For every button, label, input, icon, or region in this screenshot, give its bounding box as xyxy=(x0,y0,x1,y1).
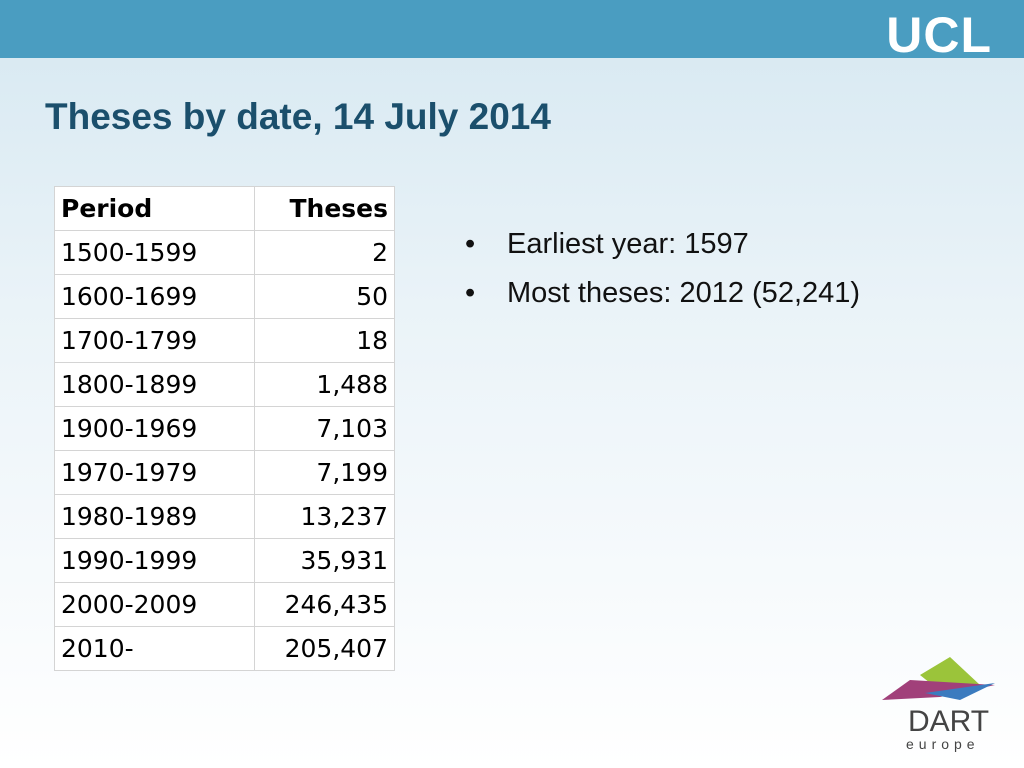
header-row: Period Theses xyxy=(54,186,395,231)
table-row: 1970-1979 7,199 xyxy=(54,450,395,495)
table-row: 1990-1999 35,931 xyxy=(54,538,395,583)
period-cell: 1800-1899 xyxy=(54,362,255,407)
period-cell: 1500-1599 xyxy=(54,230,255,275)
table-row: 1600-1699 50 xyxy=(54,274,395,319)
period-cell: 1990-1999 xyxy=(54,538,255,583)
logo-text: DART xyxy=(908,705,989,738)
period-cell: 2010- xyxy=(54,626,255,671)
theses-cell: 7,103 xyxy=(254,406,395,451)
table-row: 2000-2009 246,435 xyxy=(54,582,395,627)
table-row: 1980-1989 13,237 xyxy=(54,494,395,539)
table-row: 1800-1899 1,488 xyxy=(54,362,395,407)
column-header: Period xyxy=(54,186,255,231)
period-cell: 1900-1969 xyxy=(54,406,255,451)
period-cell: 1980-1989 xyxy=(54,494,255,539)
table-row: 1500-1599 2 xyxy=(54,230,395,275)
theses-cell: 246,435 xyxy=(254,582,395,627)
period-cell: 2000-2009 xyxy=(54,582,255,627)
column-header: Theses xyxy=(254,186,395,231)
logo: UCL xyxy=(886,7,992,63)
table-row: 1700-1799 18 xyxy=(54,318,395,363)
theses-cell: 1,488 xyxy=(254,362,395,407)
period-cell: 1700-1799 xyxy=(54,318,255,363)
period-cell: 1970-1979 xyxy=(54,450,255,495)
theses-cell: 18 xyxy=(254,318,395,363)
theses-cell: 205,407 xyxy=(254,626,395,671)
theses-cell: 13,237 xyxy=(254,494,395,539)
bullet: Most theses: 2012 (52,241) xyxy=(465,277,860,310)
theses-cell: 2 xyxy=(254,230,395,275)
table-row: 2010- 205,407 xyxy=(54,626,395,671)
bullet: Earliest year: 1597 xyxy=(465,228,860,261)
title: Theses by date, 14 July 2014 xyxy=(45,96,551,137)
dart-logo: DART europe xyxy=(882,657,995,752)
table-row: 1900-1969 7,103 xyxy=(54,406,395,451)
theses-cell: 35,931 xyxy=(254,538,395,583)
table: Period Theses 1500-1599 2 1600-1699 50 1700-… xyxy=(54,186,395,671)
bullet-list: Earliest year: 1597 Most theses: 2012 (52… xyxy=(465,228,860,326)
theses-cell: 50 xyxy=(254,274,395,319)
period-cell: 1600-1699 xyxy=(54,274,255,319)
header-bar: UCL xyxy=(0,0,1024,63)
theses-cell: 7,199 xyxy=(254,450,395,495)
logo-subtext: europe xyxy=(906,736,980,752)
